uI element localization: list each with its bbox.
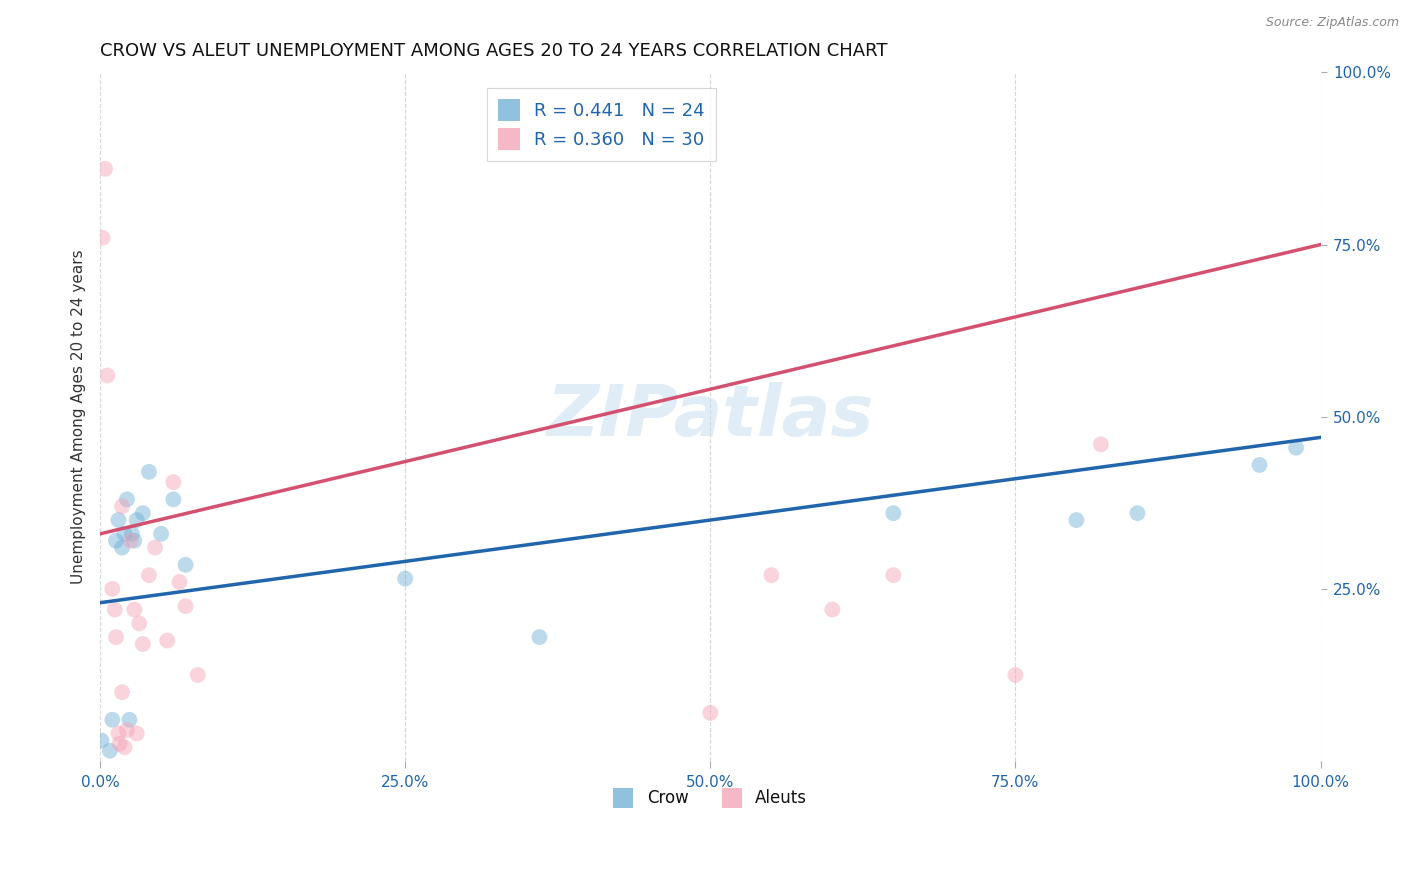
Point xyxy=(107,513,129,527)
Text: Source: ZipAtlas.com: Source: ZipAtlas.com xyxy=(1265,16,1399,29)
Point xyxy=(132,506,155,520)
Point xyxy=(124,533,146,548)
Point xyxy=(1004,668,1026,682)
Point xyxy=(132,637,155,651)
Point xyxy=(174,599,197,614)
Point xyxy=(1285,441,1308,455)
Point xyxy=(1066,513,1088,527)
Point xyxy=(91,230,114,244)
Point xyxy=(156,633,179,648)
Point xyxy=(104,533,127,548)
Point xyxy=(121,526,143,541)
Point xyxy=(120,533,142,548)
Point xyxy=(128,616,150,631)
Point xyxy=(108,737,131,751)
Point xyxy=(1090,437,1112,451)
Legend: Crow, Aleuts: Crow, Aleuts xyxy=(607,781,814,814)
Point xyxy=(101,582,124,596)
Point xyxy=(394,572,416,586)
Point xyxy=(187,668,209,682)
Point xyxy=(143,541,166,555)
Point xyxy=(1126,506,1149,520)
Point xyxy=(104,630,127,644)
Point xyxy=(124,602,146,616)
Point xyxy=(118,713,141,727)
Point xyxy=(111,685,134,699)
Point xyxy=(761,568,783,582)
Point xyxy=(104,602,127,616)
Point xyxy=(138,568,160,582)
Point xyxy=(114,740,136,755)
Text: CROW VS ALEUT UNEMPLOYMENT AMONG AGES 20 TO 24 YEARS CORRELATION CHART: CROW VS ALEUT UNEMPLOYMENT AMONG AGES 20… xyxy=(100,42,887,60)
Point xyxy=(94,161,117,176)
Point xyxy=(125,513,148,527)
Y-axis label: Unemployment Among Ages 20 to 24 years: Unemployment Among Ages 20 to 24 years xyxy=(72,250,86,584)
Point xyxy=(821,602,844,616)
Point xyxy=(162,475,184,490)
Point xyxy=(882,506,904,520)
Text: ZIPatlas: ZIPatlas xyxy=(547,383,875,451)
Point xyxy=(529,630,551,644)
Point xyxy=(125,726,148,740)
Point xyxy=(174,558,197,572)
Point xyxy=(150,526,173,541)
Point xyxy=(1249,458,1271,472)
Point xyxy=(107,726,129,740)
Point xyxy=(115,492,138,507)
Point xyxy=(882,568,904,582)
Point xyxy=(111,541,134,555)
Point xyxy=(138,465,160,479)
Point xyxy=(699,706,721,720)
Point xyxy=(114,526,136,541)
Point xyxy=(90,733,112,747)
Point xyxy=(115,723,138,737)
Point xyxy=(111,500,134,514)
Point xyxy=(98,744,121,758)
Point xyxy=(162,492,184,507)
Point xyxy=(101,713,124,727)
Point xyxy=(169,574,191,589)
Point xyxy=(96,368,118,383)
